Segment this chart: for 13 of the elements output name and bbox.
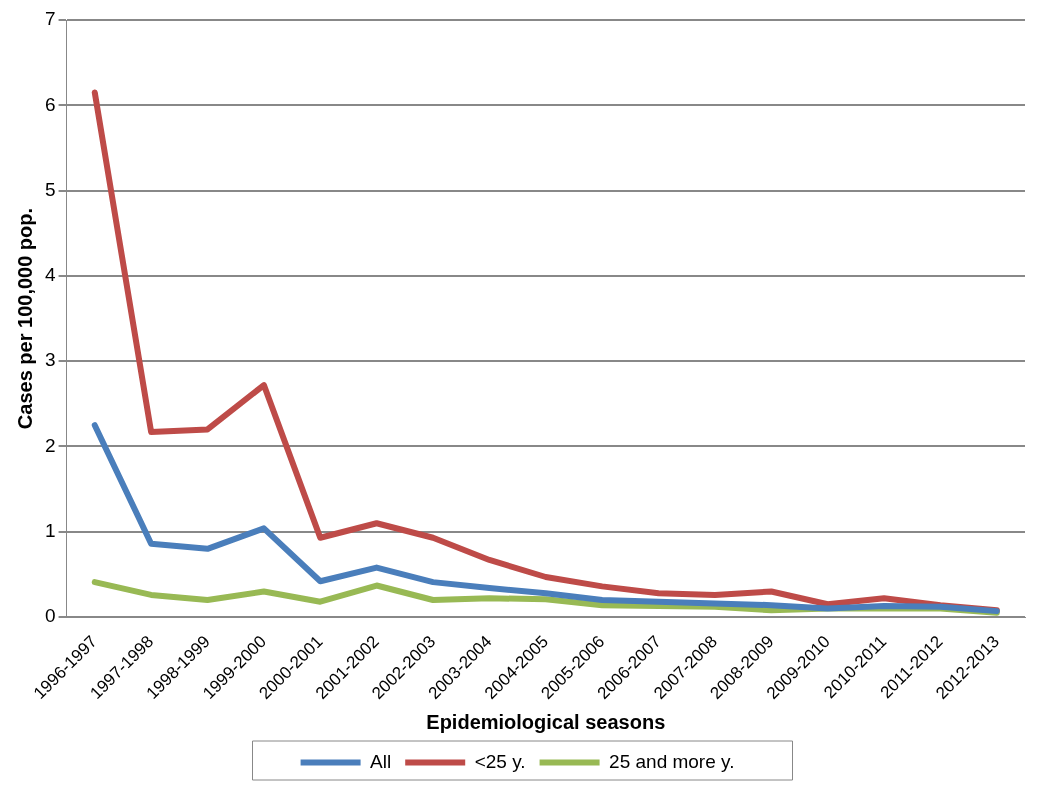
y-tick-label: 3	[44, 349, 56, 371]
y-tick-label: 4	[44, 264, 56, 286]
y-tick-label: 0	[44, 605, 56, 627]
legend-label: 25 and more y.	[609, 750, 735, 772]
legend-label: All	[370, 750, 392, 772]
y-tick-label: 6	[44, 93, 56, 115]
legend-label: <25 y.	[474, 750, 526, 772]
y-tick-label: 5	[44, 178, 56, 200]
y-tick-label: 2	[44, 434, 56, 456]
x-axis-title: Epidemiological seasons	[426, 710, 666, 733]
y-tick-label: 7	[44, 8, 56, 30]
y-axis-title: Cases per 100,000 pop.	[13, 207, 36, 430]
y-tick-label: 1	[44, 520, 56, 542]
